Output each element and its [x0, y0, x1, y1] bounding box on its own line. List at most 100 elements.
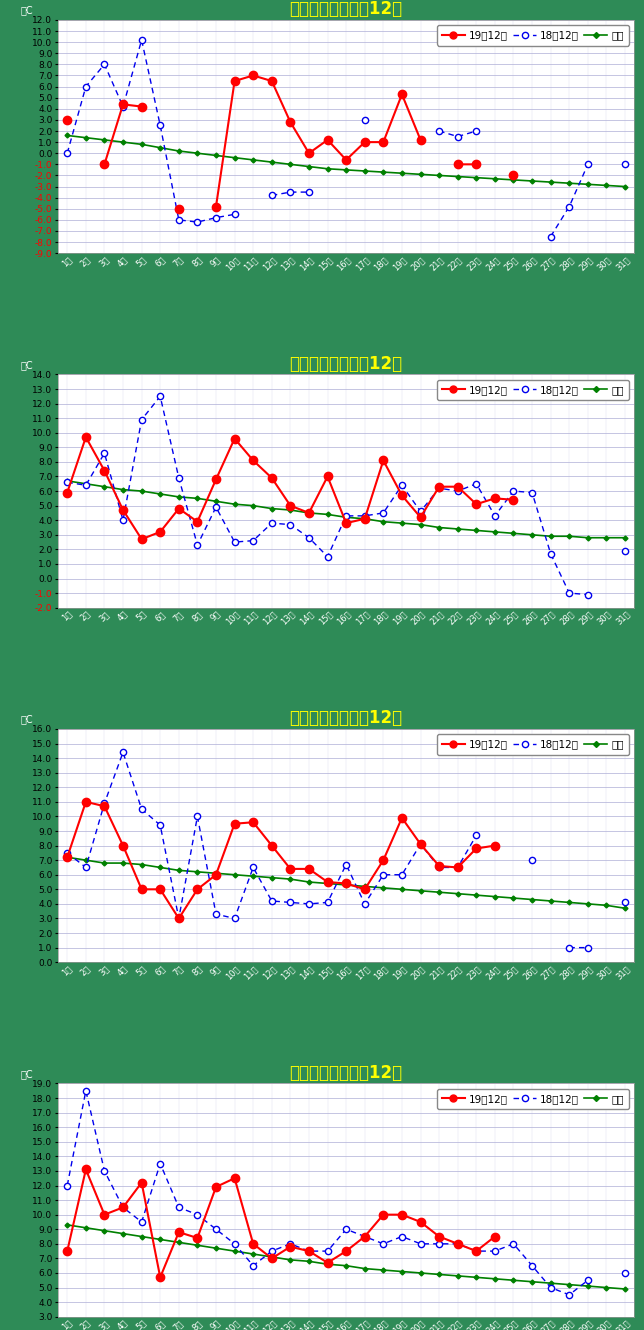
平年 [547, 174, 554, 190]
Text: 度C: 度C [21, 1069, 33, 1079]
19年12月 [119, 96, 127, 112]
18年12月 [175, 211, 183, 227]
18年12月 [268, 515, 276, 531]
平年 [565, 176, 573, 192]
19年12月 [324, 468, 332, 484]
18年12月 [435, 124, 443, 140]
18年12月 [324, 549, 332, 565]
18年12月 [491, 508, 498, 524]
平年 [454, 886, 462, 902]
18年12月 [249, 859, 257, 875]
18年12月 [509, 1236, 517, 1252]
18年12月 [119, 512, 127, 528]
平年 [138, 483, 146, 499]
18年12月 [100, 795, 108, 811]
18年12月 [454, 483, 462, 499]
18年12月 [156, 117, 164, 133]
平年 [63, 850, 71, 866]
Line: 平年: 平年 [66, 479, 627, 540]
平年 [435, 884, 443, 900]
平年 [287, 157, 294, 173]
19年12月 [417, 1214, 424, 1230]
Line: 18年12月: 18年12月 [64, 37, 628, 239]
19年12月 [305, 145, 313, 161]
18年12月 [305, 529, 313, 545]
18年12月 [565, 939, 573, 955]
18年12月 [156, 388, 164, 404]
平年 [565, 1277, 573, 1293]
18年12月 [175, 911, 183, 927]
平年 [249, 1246, 257, 1262]
19年12月 [212, 471, 220, 487]
18年12月 [212, 906, 220, 922]
平年 [473, 523, 480, 539]
18年12月 [621, 1265, 629, 1281]
平年 [398, 165, 406, 181]
平年 [63, 1217, 71, 1233]
平年 [379, 164, 387, 180]
18年12月 [119, 98, 127, 114]
平年 [603, 529, 611, 545]
Legend: 19年12月, 18年12月, 平年: 19年12月, 18年12月, 平年 [437, 734, 629, 754]
19年12月 [63, 484, 71, 500]
18年12月 [231, 1236, 238, 1252]
19年12月 [287, 861, 294, 876]
平年 [417, 166, 424, 182]
19年12月 [398, 488, 406, 504]
Legend: 19年12月, 18年12月, 平年: 19年12月, 18年12月, 平年 [437, 379, 629, 400]
19年12月 [398, 1206, 406, 1222]
19年12月 [119, 1200, 127, 1216]
平年 [156, 1232, 164, 1248]
18年12月 [565, 585, 573, 601]
19年12月 [379, 853, 387, 868]
18年12月 [509, 483, 517, 499]
Line: 19年12月: 19年12月 [63, 798, 499, 923]
19年12月 [361, 134, 368, 150]
19年12月 [324, 132, 332, 148]
19年12月 [138, 531, 146, 547]
18年12月 [156, 817, 164, 833]
18年12月 [287, 895, 294, 911]
平年 [231, 867, 238, 883]
平年 [305, 1253, 313, 1269]
18年12月 [63, 1177, 71, 1193]
Legend: 19年12月, 18年12月, 平年: 19年12月, 18年12月, 平年 [437, 25, 629, 45]
18年12月 [435, 1236, 443, 1252]
平年 [194, 145, 202, 161]
18年12月 [379, 867, 387, 883]
18年12月 [287, 184, 294, 200]
18年12月 [287, 516, 294, 532]
19年12月 [454, 859, 462, 875]
18年12月 [361, 896, 368, 912]
18年12月 [398, 867, 406, 883]
19年12月 [100, 463, 108, 479]
平年 [231, 496, 238, 512]
18年12月 [212, 499, 220, 515]
平年 [82, 1220, 90, 1236]
平年 [249, 152, 257, 168]
19年12月 [249, 452, 257, 468]
18年12月 [379, 1236, 387, 1252]
平年 [119, 481, 127, 497]
19年12月 [156, 524, 164, 540]
18年12月 [547, 1279, 554, 1295]
18年12月 [473, 476, 480, 492]
19年12月 [194, 882, 202, 898]
18年12月 [287, 1236, 294, 1252]
18年12月 [361, 1229, 368, 1245]
平年 [343, 509, 350, 525]
18年12月 [454, 1236, 462, 1252]
平年 [156, 140, 164, 156]
18年12月 [435, 480, 443, 496]
19年12月 [379, 134, 387, 150]
18年12月 [194, 1206, 202, 1222]
18年12月 [268, 892, 276, 908]
18年12月 [417, 1236, 424, 1252]
19年12月 [343, 875, 350, 891]
19年12月 [435, 1229, 443, 1245]
19年12月 [509, 168, 517, 184]
平年 [324, 1257, 332, 1273]
19年12月 [249, 814, 257, 830]
19年12月 [305, 505, 313, 521]
平年 [603, 1279, 611, 1295]
